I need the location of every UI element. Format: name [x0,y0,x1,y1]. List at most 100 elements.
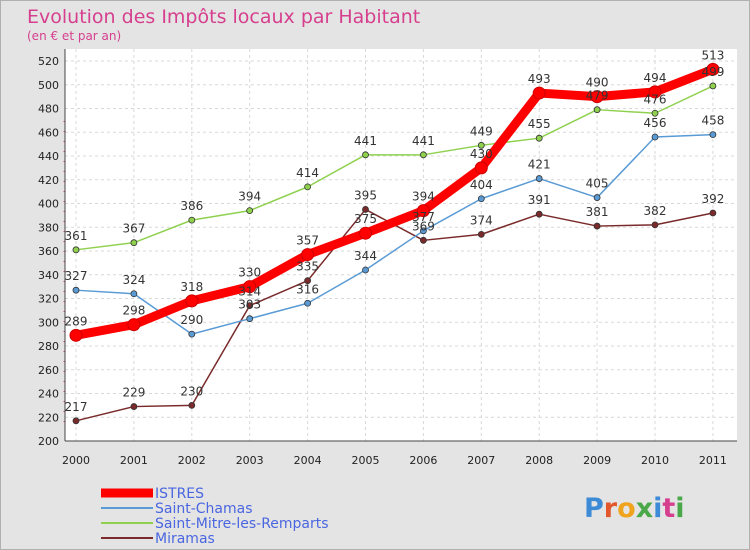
y-tick-label: 480 [38,103,59,116]
y-tick-label: 500 [38,79,59,92]
data-point [188,330,196,338]
data-label: 490 [586,76,609,90]
data-label: 405 [586,177,609,191]
data-label: 298 [122,304,145,318]
data-label: 404 [470,178,493,192]
logo-letter: P [584,493,604,524]
data-label: 316 [296,282,319,296]
data-label: 421 [528,158,551,172]
data-point [709,131,717,139]
data-point [246,207,254,215]
data-point [130,290,138,298]
x-tick-label: 2004 [294,454,322,467]
data-label: 217 [65,400,88,414]
y-tick-label: 320 [38,293,59,306]
data-label: 441 [412,134,435,148]
x-tick-label: 2000 [62,454,90,467]
x-tick-label: 2002 [178,454,206,467]
data-point [185,294,199,308]
data-label: 367 [122,222,145,236]
data-point [188,401,196,409]
data-point [359,226,372,240]
x-tick-label: 2007 [467,454,495,467]
data-point [72,246,80,254]
data-point [127,318,141,332]
chart-title: Evolution des Impôts locaux par Habitant [27,6,420,28]
data-point [709,82,717,90]
data-label: 327 [65,269,88,283]
data-label: 374 [470,213,493,227]
data-point [651,221,659,229]
data-point [593,222,601,230]
series-group [69,62,720,425]
data-label: 369 [412,219,435,233]
data-point [651,133,659,141]
x-tick-label: 2009 [583,454,611,467]
grid [65,49,737,442]
data-point [477,195,485,203]
data-point [590,90,604,104]
data-label: 449 [470,124,493,138]
x-tick-label: 2001 [120,454,148,467]
logo-letter: i [653,493,662,524]
data-label: 430 [470,147,493,161]
data-label: 456 [644,116,667,130]
data-point [648,85,662,99]
data-label: 230 [180,384,203,398]
data-label: 361 [65,229,88,243]
data-point [188,216,196,224]
data-point [535,134,543,142]
data-point [246,302,254,310]
data-point [532,86,546,100]
legend: ISTRESSaint-ChamasSaint-Mitre-les-Rempar… [101,486,329,547]
x-tick-label: 2005 [352,454,380,467]
data-point [362,151,369,159]
legend-label: Saint-Mitre-les-Remparts [155,516,329,532]
data-point [593,106,601,114]
y-tick-label: 220 [38,411,59,424]
x-tick-label: 2010 [641,454,669,467]
data-point [419,236,427,244]
data-point [243,280,257,294]
logo-letter: i [675,493,684,524]
series-line-saint-chamas [75,133,714,335]
data-point [130,403,138,410]
logo-letter: o [617,493,636,524]
data-label: 479 [586,89,609,103]
data-point [304,299,312,307]
data-label: 324 [122,273,145,287]
y-tick-label: 200 [38,435,59,448]
y-tick-label: 440 [38,150,59,163]
series-line-istres [71,64,718,340]
data-label: 513 [701,48,724,62]
data-point [304,277,312,285]
data-point [72,417,80,425]
data-label: 314 [238,285,261,299]
data-label: 499 [701,65,724,79]
data-label: 394 [238,190,261,204]
data-point [246,315,254,323]
y-tick-label: 240 [38,388,59,401]
data-point [130,239,138,247]
logo-letter: x [636,493,653,524]
data-label: 458 [701,114,724,128]
data-point [416,204,430,218]
data-point [69,328,83,342]
y-tick-label: 360 [38,245,59,258]
x-tick-label: 2003 [236,454,264,467]
legend-label: Miramas [155,531,215,547]
y-tick-label: 280 [38,340,59,353]
data-label: 493 [528,72,551,86]
y-tick-label: 460 [38,126,59,139]
data-label: 395 [354,188,377,202]
data-label: 318 [180,280,203,294]
data-point [304,183,312,191]
data-label: 455 [528,117,551,131]
data-point [535,175,543,182]
data-point [474,161,488,175]
logo-letter: t [662,493,675,524]
data-point [362,206,369,213]
legend-label: Saint-Chamas [155,501,253,517]
data-point [709,209,717,217]
